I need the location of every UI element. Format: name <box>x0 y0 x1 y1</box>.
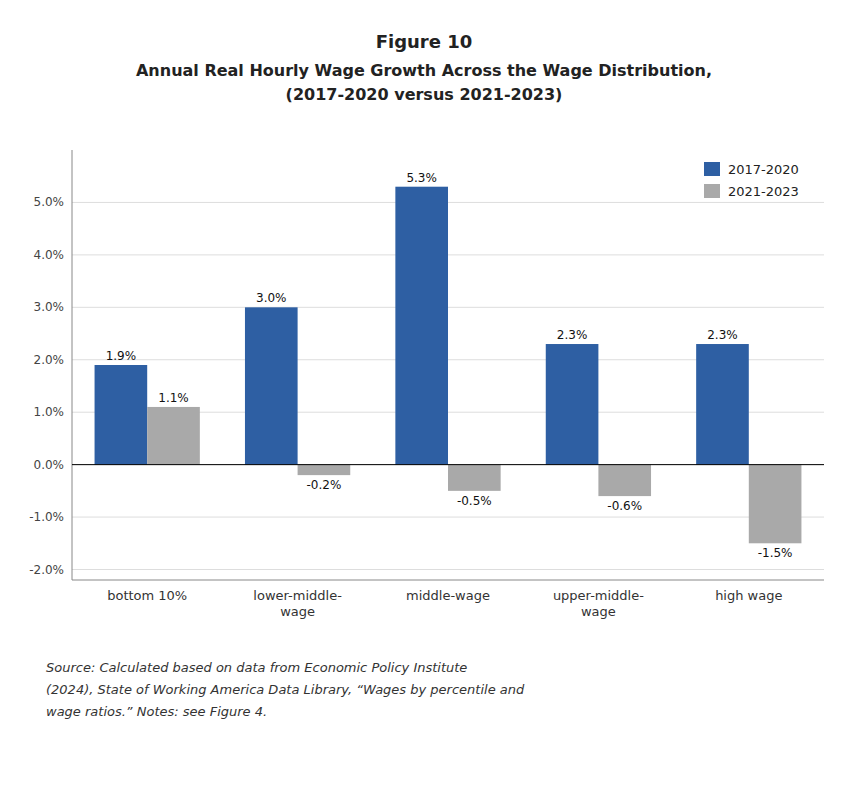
data-label: 2.3% <box>707 328 738 342</box>
bar <box>598 465 651 496</box>
data-label: 1.1% <box>158 391 189 405</box>
data-label: -0.5% <box>457 494 492 508</box>
y-tick-label: 4.0% <box>34 248 65 262</box>
bar <box>95 365 148 465</box>
subtitle: Annual Real Hourly Wage Growth Across th… <box>136 61 712 80</box>
data-label: 3.0% <box>256 291 287 305</box>
data-label: -1.5% <box>758 546 793 560</box>
annotation: (2024), State of Working America Data Li… <box>46 682 525 697</box>
data-label: -0.2% <box>307 478 342 492</box>
bar <box>546 344 599 465</box>
y-tick-label: -2.0% <box>29 563 64 577</box>
bar <box>395 187 448 465</box>
legend-label: 2021-2023 <box>728 184 799 199</box>
annotation: wage ratios.” Notes: see Figure 4. <box>46 704 267 719</box>
y-tick-label: 2.0% <box>34 353 65 367</box>
grid-line <box>72 517 824 518</box>
data-label: 5.3% <box>406 171 437 185</box>
annotation: Source: Calculated based on data from Ec… <box>46 660 467 675</box>
legend-swatch <box>704 184 720 198</box>
data-label: -0.6% <box>607 499 642 513</box>
legend-swatch <box>704 162 720 176</box>
y-tick-label: 0.0% <box>34 458 65 472</box>
bar <box>448 465 501 491</box>
x-tick-label: middle-wage <box>406 588 490 603</box>
zero-line <box>72 464 824 465</box>
x-tick-label: bottom 10% <box>107 588 187 603</box>
title: Figure 10 <box>376 31 473 52</box>
data-label: 2.3% <box>557 328 588 342</box>
y-tick-label: 3.0% <box>34 300 65 314</box>
bars <box>95 187 802 544</box>
subtitle: (2017-2020 versus 2021-2023) <box>286 85 563 104</box>
bar <box>696 344 749 465</box>
x-tick-label: lower-middle-wage <box>253 588 342 619</box>
bar <box>245 307 298 464</box>
bar <box>298 465 351 475</box>
data-label: 1.9% <box>106 349 137 363</box>
chart: Figure 10 Annual Real Hourly Wage Growth … <box>0 0 848 792</box>
y-axis-line <box>72 150 73 580</box>
x-axis-line <box>72 580 824 581</box>
data-labels: 1.9% 3.0% 5.3% 2.3% 2.3% 1.1% -0.2% -0.5% -0.6% -… <box>106 171 793 561</box>
y-tick-label: 1.0% <box>34 405 65 419</box>
grid-line <box>72 569 824 570</box>
y-tick-label: 5.0% <box>34 195 65 209</box>
bar <box>147 407 200 465</box>
bar <box>749 465 802 544</box>
x-tick-label: upper-middle-wage <box>553 588 644 619</box>
x-tick-label: high wage <box>715 588 782 603</box>
legend: 2017-2020 2021-2023 <box>704 162 799 199</box>
background <box>0 0 848 792</box>
legend-label: 2017-2020 <box>728 162 799 177</box>
grid-line <box>72 464 824 465</box>
y-tick-label: -1.0% <box>29 510 64 524</box>
